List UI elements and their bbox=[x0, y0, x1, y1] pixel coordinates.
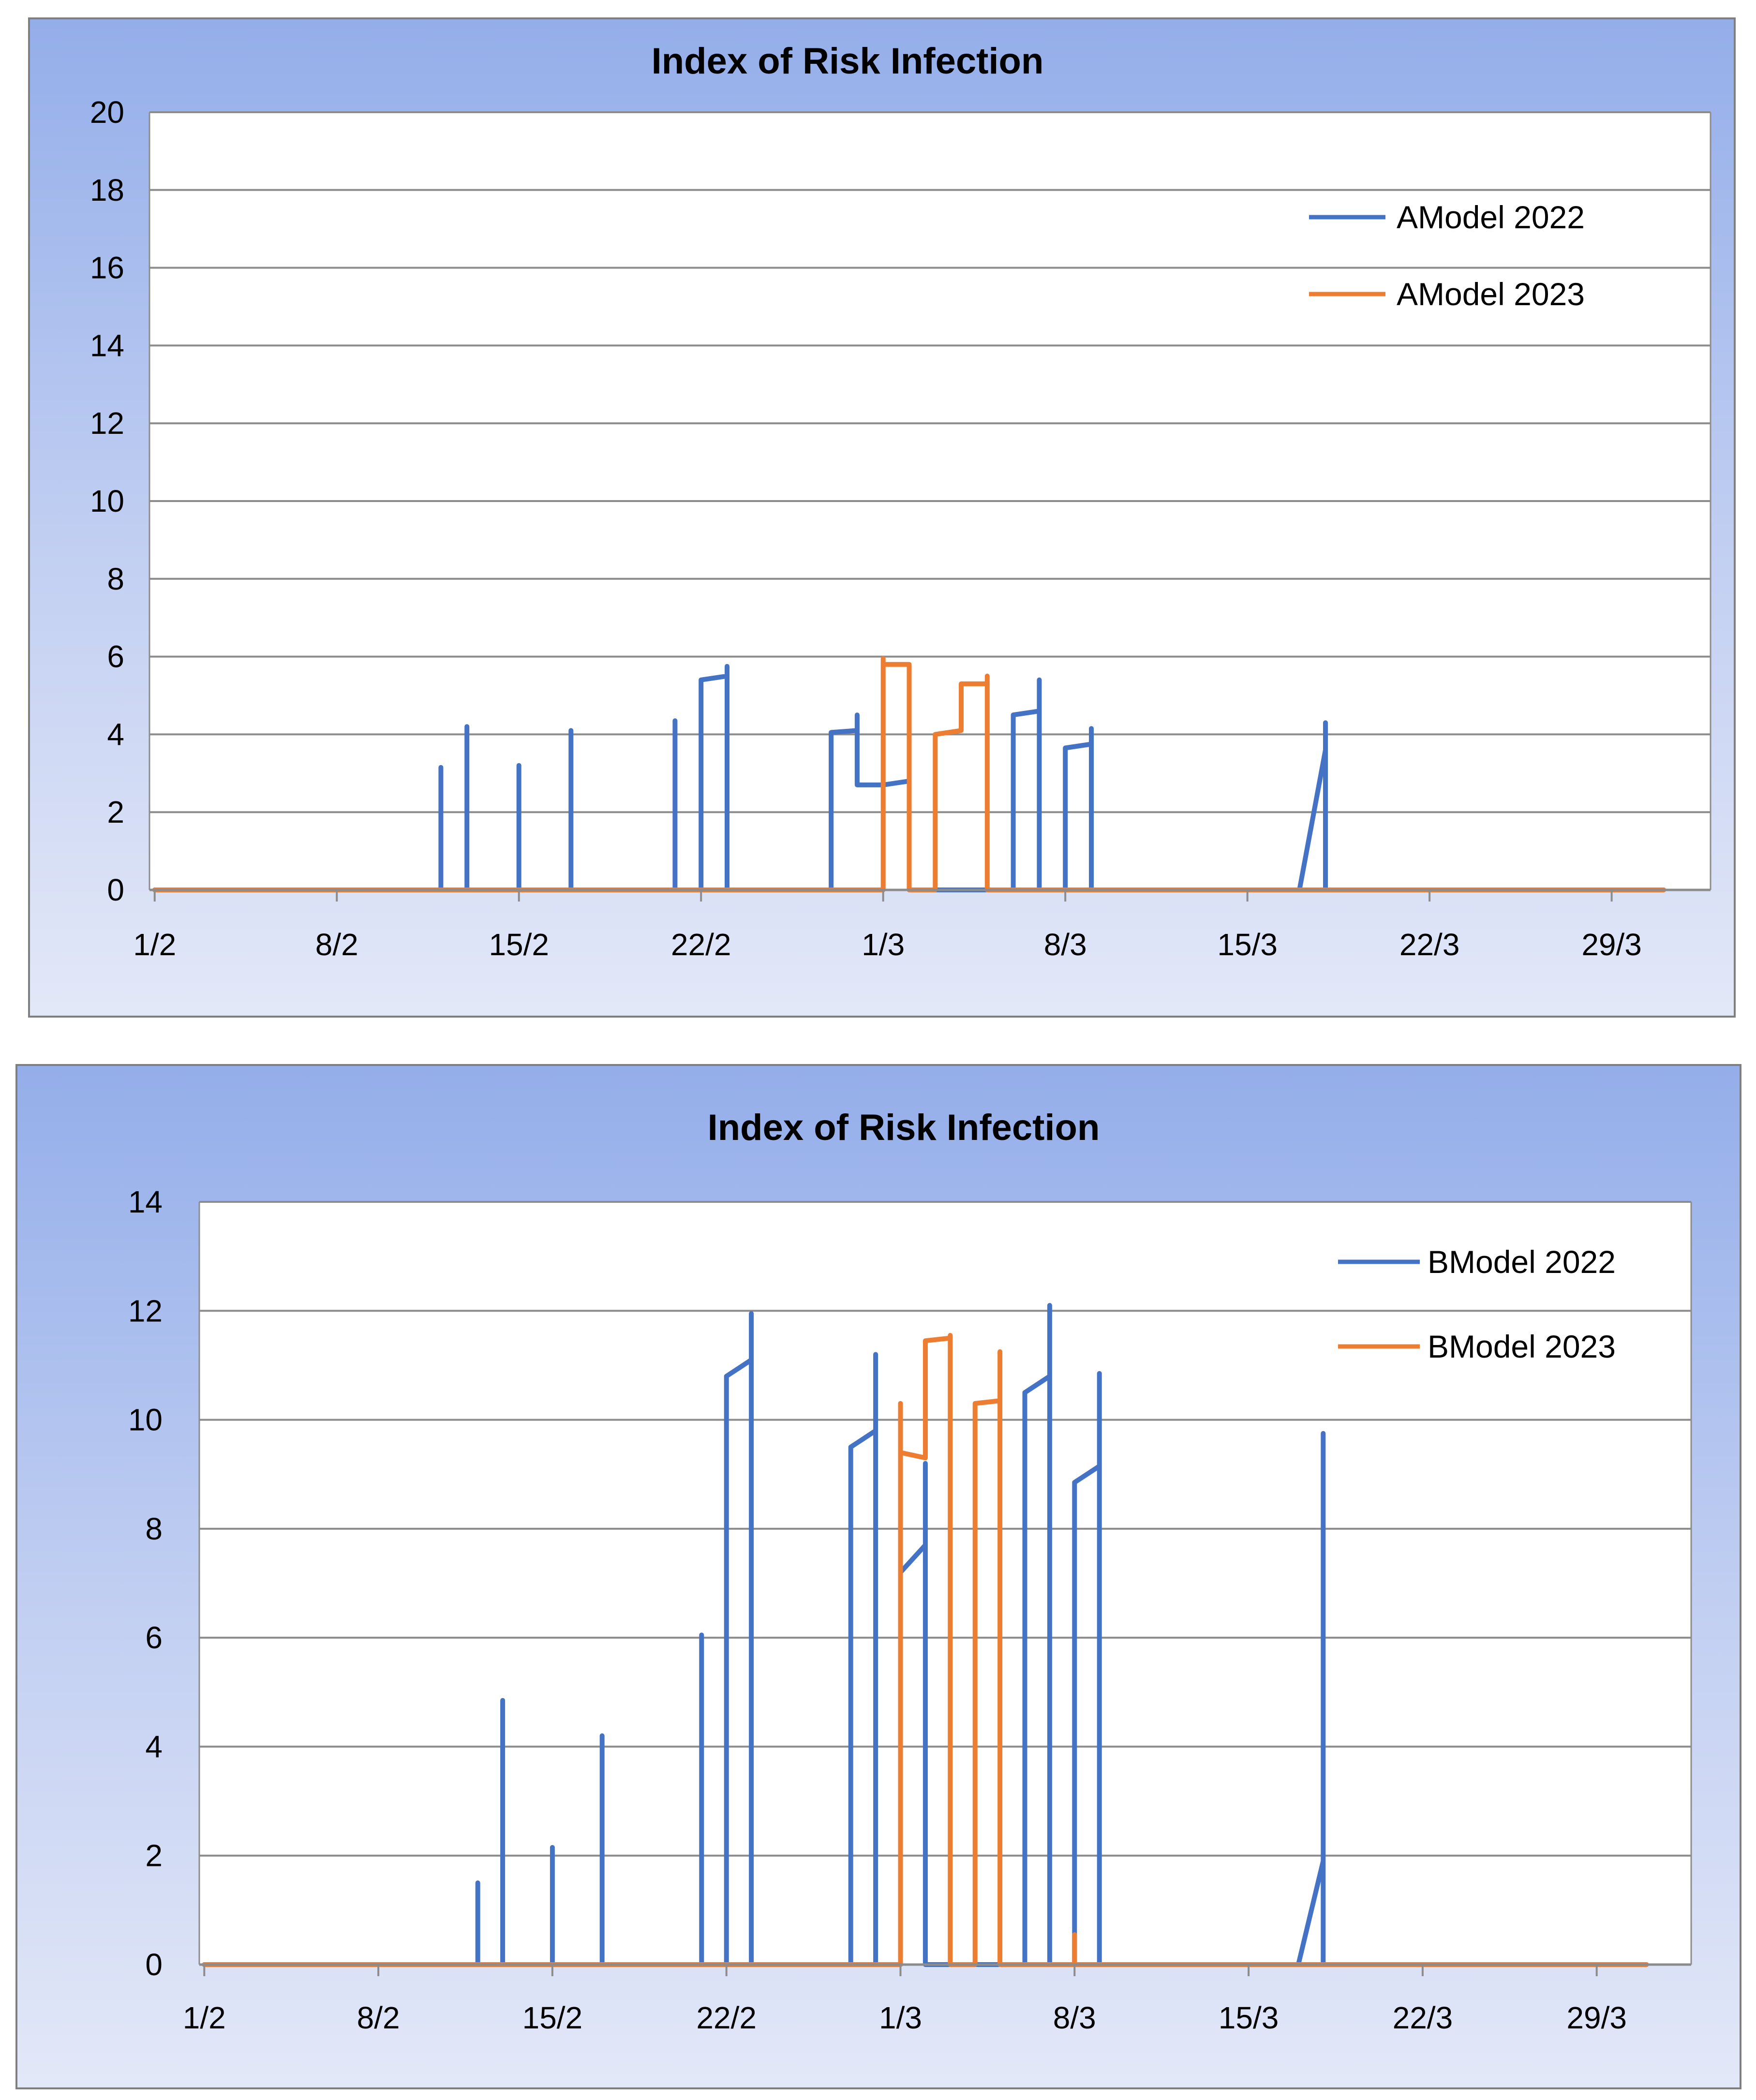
y-tick-label-10: 10 bbox=[128, 1403, 163, 1437]
x-tick-label-1-3: 1/3 bbox=[862, 927, 905, 962]
plot-area-b bbox=[199, 1202, 1691, 1965]
legend-label-bmodel-2023: BModel 2023 bbox=[1428, 1329, 1616, 1364]
x-tick-label-1-3: 1/3 bbox=[879, 2000, 922, 2035]
y-tick-label-2: 2 bbox=[107, 795, 124, 829]
y-tick-label-4: 4 bbox=[145, 1729, 163, 1764]
x-tick-label-8-3: 8/3 bbox=[1053, 2000, 1096, 2035]
x-tick-label-15-2: 15/2 bbox=[522, 2000, 583, 2035]
x-tick-label-15-2: 15/2 bbox=[489, 927, 549, 962]
series-layer-a bbox=[152, 656, 1667, 892]
x-tick-label-22-2: 22/2 bbox=[696, 2000, 757, 2035]
x-tick-label-8-2: 8/2 bbox=[315, 927, 358, 962]
chart-panel-a: 0 2 4 6 8 10 12 14 16 18 20 1/2 8/2 15/2 22/2 1/3 8/3 15/… bbox=[28, 17, 1736, 1018]
y-tick-label-16: 16 bbox=[90, 251, 124, 285]
y-tick-label-6: 6 bbox=[145, 1620, 163, 1655]
x-tick-label-29-3: 29/3 bbox=[1566, 2000, 1627, 2035]
legend-a: AModel 2022 AModel 2023 bbox=[1309, 199, 1585, 312]
y-tick-label-2: 2 bbox=[145, 1838, 163, 1873]
y-tick-label-10: 10 bbox=[90, 484, 124, 518]
x-tick-label-15-3: 15/3 bbox=[1217, 927, 1278, 962]
chart-title-b: Index of Risk Infection bbox=[708, 1107, 1100, 1148]
x-tick-label-1-2: 1/2 bbox=[183, 2000, 226, 2035]
x-tick-label-22-3: 22/3 bbox=[1399, 927, 1460, 962]
legend-label-amodel-2022: AModel 2022 bbox=[1397, 199, 1585, 235]
y-tick-label-0: 0 bbox=[107, 873, 124, 907]
chart-a-svg: 0 2 4 6 8 10 12 14 16 18 20 1/2 8/2 15/2 22/2 1/3 8/3 15/… bbox=[90, 41, 1711, 962]
series-line-amodel-2023 bbox=[152, 656, 1667, 892]
y-tick-label-8: 8 bbox=[145, 1511, 163, 1546]
x-tick-label-8-3: 8/3 bbox=[1044, 927, 1087, 962]
x-tick-label-1-2: 1/2 bbox=[133, 927, 176, 962]
y-tick-label-14: 14 bbox=[90, 328, 124, 363]
legend-b: BModel 2022 BModel 2023 bbox=[1338, 1244, 1616, 1364]
legend-label-bmodel-2022: BModel 2022 bbox=[1428, 1244, 1616, 1280]
chart-title-a: Index of Risk Infection bbox=[652, 41, 1044, 82]
y-tick-label-20: 20 bbox=[90, 95, 124, 130]
x-tick-label-29-3: 29/3 bbox=[1581, 927, 1642, 962]
chart-panel-b: 0 2 4 6 8 10 12 14 1/2 8/2 15/2 22/2 1/3 8/3 15/3 22/3 2… bbox=[15, 1064, 1741, 2089]
series-line-bmodel-2022 bbox=[202, 1303, 1649, 1967]
chart-b-svg: 0 2 4 6 8 10 12 14 1/2 8/2 15/2 22/2 1/3 8/3 15/3 22/3 2… bbox=[128, 1107, 1692, 2035]
series-line-amodel-2022 bbox=[152, 664, 1667, 892]
y-tick-label-12: 12 bbox=[90, 406, 124, 441]
axes-b: 0 2 4 6 8 10 12 14 1/2 8/2 15/2 22/2 1/3 8/3 15/3 22/3 2… bbox=[128, 1184, 1691, 2035]
x-tick-label-8-2: 8/2 bbox=[357, 2000, 400, 2035]
y-tick-label-4: 4 bbox=[107, 717, 124, 752]
y-tick-label-12: 12 bbox=[128, 1293, 163, 1328]
y-tick-label-6: 6 bbox=[107, 639, 124, 674]
axes-a: 0 2 4 6 8 10 12 14 16 18 20 1/2 8/2 15/2 22/2 1/3 8/3 15/… bbox=[90, 95, 1711, 962]
gridlines-a bbox=[149, 111, 1711, 891]
x-tick-label-22-2: 22/2 bbox=[671, 927, 731, 962]
y-tick-label-0: 0 bbox=[145, 1947, 163, 1982]
y-tick-label-8: 8 bbox=[107, 562, 124, 596]
x-tick-label-22-3: 22/3 bbox=[1393, 2000, 1453, 2035]
legend-label-amodel-2023: AModel 2023 bbox=[1397, 276, 1585, 312]
y-tick-label-18: 18 bbox=[90, 173, 124, 207]
y-tick-label-14: 14 bbox=[128, 1184, 163, 1219]
x-tick-label-15-3: 15/3 bbox=[1219, 2000, 1279, 2035]
